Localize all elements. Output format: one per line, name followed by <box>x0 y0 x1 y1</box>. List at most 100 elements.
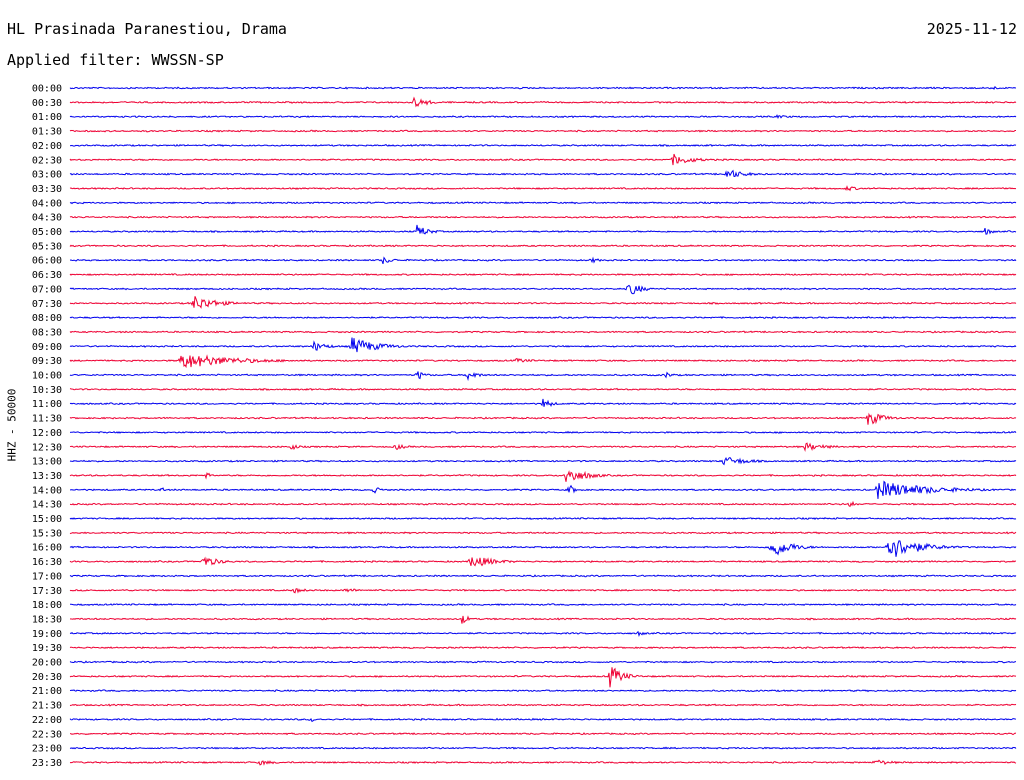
time-label-0730: 07:30 <box>32 299 62 310</box>
trace-1230 <box>69 442 1017 452</box>
trace-2100 <box>69 689 1017 693</box>
time-label-2200: 22:00 <box>32 715 62 726</box>
trace-0930 <box>69 354 1017 369</box>
time-label-2230: 22:30 <box>32 729 62 740</box>
time-label-0200: 02:00 <box>32 141 62 152</box>
time-label-1930: 19:30 <box>32 643 62 654</box>
time-label-0400: 04:00 <box>32 198 62 209</box>
time-label-1130: 11:30 <box>32 414 62 425</box>
time-label-0000: 00:00 <box>32 84 62 95</box>
time-label-1830: 18:30 <box>32 614 62 625</box>
trace-1730 <box>69 588 1017 594</box>
time-label-0330: 03:30 <box>32 184 62 195</box>
time-label-1030: 10:30 <box>32 385 62 396</box>
trace-1700 <box>69 574 1017 578</box>
time-label-1330: 13:30 <box>32 471 62 482</box>
time-label-0230: 02:30 <box>32 155 62 166</box>
time-label-0600: 06:00 <box>32 256 62 267</box>
trace-1300 <box>69 456 1017 466</box>
trace-1500 <box>69 516 1017 521</box>
trace-0530 <box>69 244 1017 248</box>
time-label-0430: 04:30 <box>32 213 62 224</box>
time-label-1430: 14:30 <box>32 500 62 511</box>
trace-0500 <box>69 224 1017 235</box>
time-label-1730: 17:30 <box>32 586 62 597</box>
time-label-0700: 07:00 <box>32 284 62 295</box>
trace-0300 <box>69 169 1017 178</box>
time-label-2300: 23:00 <box>32 744 62 755</box>
trace-1830 <box>69 615 1017 624</box>
trace-0130 <box>69 129 1016 133</box>
trace-1100 <box>69 398 1017 407</box>
trace-1600 <box>69 540 1017 557</box>
time-label-0130: 01:30 <box>32 127 62 138</box>
time-label-0930: 09:30 <box>32 356 62 367</box>
time-label-0300: 03:00 <box>32 170 62 181</box>
time-label-1230: 12:30 <box>32 442 62 453</box>
filter-label: Applied filter: WWSSN-SP <box>7 51 224 69</box>
trace-1900 <box>69 630 1017 638</box>
trace-0730 <box>69 296 1017 309</box>
trace-0400 <box>69 201 1017 205</box>
time-label-0530: 05:30 <box>32 241 62 252</box>
trace-0000 <box>69 85 1017 91</box>
time-label-1900: 19:00 <box>32 629 62 640</box>
date-label: 2025-11-12 <box>926 20 1017 38</box>
time-label-1530: 15:30 <box>32 528 62 539</box>
time-label-1100: 11:00 <box>32 399 62 410</box>
trace-2330 <box>69 759 1017 766</box>
trace-0100 <box>69 114 1017 120</box>
station-title: HL Prasinada Paranestiou, Drama <box>7 20 287 38</box>
time-label-2030: 20:30 <box>32 672 62 683</box>
time-label-1200: 12:00 <box>32 428 62 439</box>
trace-0230 <box>69 153 1017 166</box>
time-label-0100: 01:00 <box>32 112 62 123</box>
trace-1630 <box>69 556 1017 567</box>
trace-1530 <box>69 531 1017 535</box>
trace-0630 <box>69 272 1017 277</box>
trace-1000 <box>69 371 1017 382</box>
trace-0200 <box>69 143 1017 148</box>
time-label-1000: 10:00 <box>32 371 62 382</box>
trace-1330 <box>69 470 1017 482</box>
trace-1130 <box>69 412 1017 425</box>
trace-0700 <box>69 284 1017 295</box>
trace-2000 <box>69 660 1017 664</box>
trace-0030 <box>69 96 1017 108</box>
trace-1930 <box>69 646 1017 650</box>
trace-2130 <box>69 703 1017 707</box>
trace-0900 <box>69 337 1017 353</box>
trace-0830 <box>69 330 1017 334</box>
trace-2200 <box>69 717 1017 723</box>
trace-0430 <box>69 215 1017 219</box>
time-label-1400: 14:00 <box>32 485 62 496</box>
trace-2230 <box>69 732 1017 736</box>
trace-0600 <box>69 256 1017 265</box>
time-label-0900: 09:00 <box>32 342 62 353</box>
trace-2300 <box>69 746 1017 750</box>
time-label-1300: 13:00 <box>32 457 62 468</box>
time-label-0630: 06:30 <box>32 270 62 281</box>
time-label-1500: 15:00 <box>32 514 62 525</box>
time-label-0830: 08:30 <box>32 327 62 338</box>
trace-1030 <box>69 387 1017 392</box>
time-label-0030: 00:30 <box>32 98 62 109</box>
trace-1800 <box>70 603 1017 607</box>
trace-1430 <box>69 500 1017 508</box>
time-label-1600: 16:00 <box>32 543 62 554</box>
time-label-1700: 17:00 <box>32 571 62 582</box>
trace-1200 <box>69 430 1017 434</box>
trace-1400 <box>70 480 1017 499</box>
trace-0800 <box>69 316 1017 320</box>
trace-2030 <box>69 667 1017 688</box>
time-label-1630: 16:30 <box>32 557 62 568</box>
trace-0330 <box>69 185 1017 192</box>
time-label-1800: 18:00 <box>32 600 62 611</box>
time-label-2130: 21:30 <box>32 701 62 712</box>
time-label-0500: 05:00 <box>32 227 62 238</box>
time-label-2000: 20:00 <box>32 658 62 669</box>
time-label-2330: 23:30 <box>32 758 62 769</box>
time-label-2100: 21:00 <box>32 686 62 697</box>
time-label-0800: 08:00 <box>32 313 62 324</box>
